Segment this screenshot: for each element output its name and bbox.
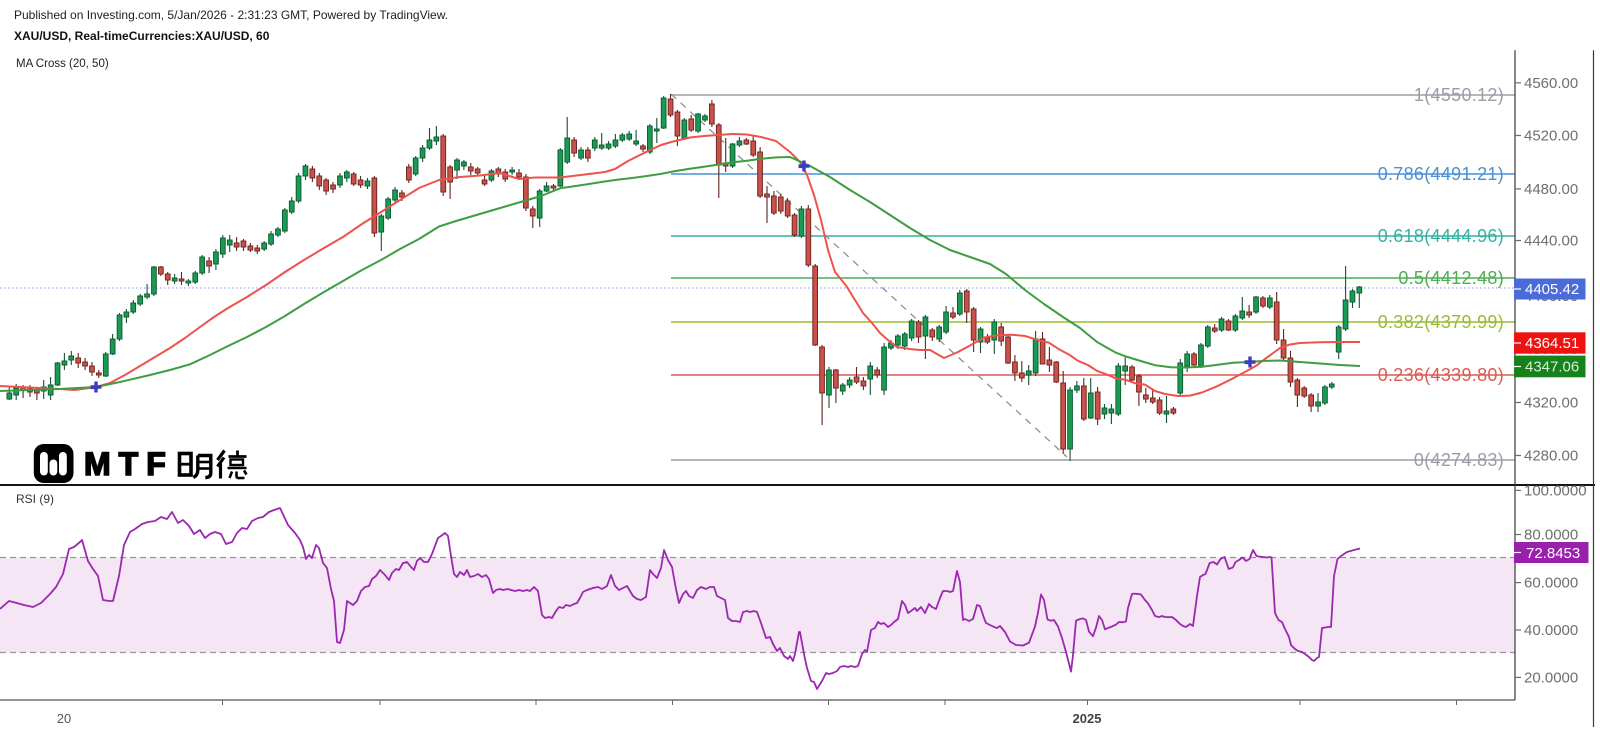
svg-text:100.0000: 100.0000 bbox=[1524, 482, 1587, 499]
svg-text:4347.06: 4347.06 bbox=[1525, 359, 1579, 376]
svg-text:4280.00: 4280.00 bbox=[1524, 448, 1578, 465]
svg-text:2025: 2025 bbox=[1073, 711, 1102, 726]
svg-text:4560.00: 4560.00 bbox=[1524, 75, 1578, 92]
svg-text:72.8453: 72.8453 bbox=[1526, 545, 1580, 562]
svg-text:4440.00: 4440.00 bbox=[1524, 233, 1578, 250]
svg-text:0(4274.83): 0(4274.83) bbox=[1414, 450, 1504, 470]
svg-text:XAU/USD, Real-timeCurrencies:X: XAU/USD, Real-timeCurrencies:XAU/USD, 60 bbox=[14, 29, 270, 43]
svg-text:80.0000: 80.0000 bbox=[1524, 527, 1578, 544]
svg-text:40.0000: 40.0000 bbox=[1524, 622, 1578, 639]
svg-text:0.382(4379.99): 0.382(4379.99) bbox=[1378, 312, 1504, 332]
svg-text:4320.00: 4320.00 bbox=[1524, 395, 1578, 412]
svg-text:Published on Investing.com, 5/: Published on Investing.com, 5/Jan/2026 -… bbox=[14, 8, 448, 22]
svg-text:RSI (9): RSI (9) bbox=[16, 492, 54, 506]
svg-text:0.786(4491.21): 0.786(4491.21) bbox=[1378, 164, 1504, 184]
svg-text:MTF: MTF bbox=[84, 446, 174, 482]
svg-text:4364.51: 4364.51 bbox=[1525, 335, 1579, 352]
svg-text:20.0000: 20.0000 bbox=[1524, 669, 1578, 686]
svg-text:4520.00: 4520.00 bbox=[1524, 128, 1578, 145]
svg-text:0.5(4412.48): 0.5(4412.48) bbox=[1398, 268, 1504, 288]
svg-text:MA Cross (20, 50): MA Cross (20, 50) bbox=[16, 58, 109, 70]
svg-text:4405.42: 4405.42 bbox=[1525, 281, 1579, 298]
svg-text:0.236(4339.80): 0.236(4339.80) bbox=[1378, 365, 1504, 385]
svg-text:60.0000: 60.0000 bbox=[1524, 575, 1578, 592]
svg-text:4480.00: 4480.00 bbox=[1524, 181, 1578, 198]
svg-text:20: 20 bbox=[57, 711, 71, 726]
svg-text:0.618(4444.96): 0.618(4444.96) bbox=[1378, 226, 1504, 246]
svg-text:1(4550.12): 1(4550.12) bbox=[1414, 85, 1504, 105]
